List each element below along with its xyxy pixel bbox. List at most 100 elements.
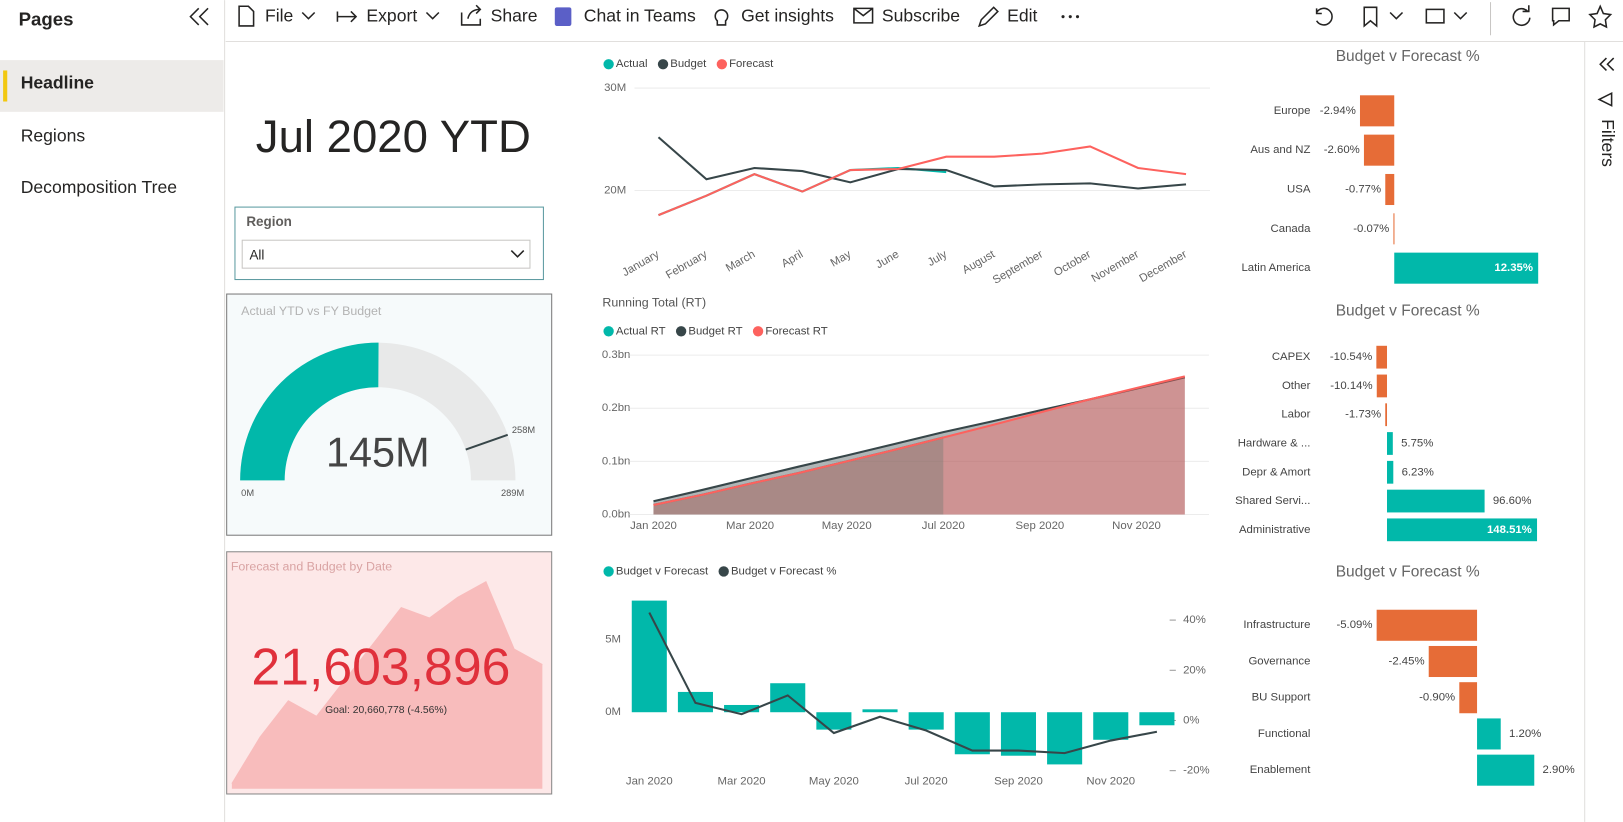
share-icon [460, 4, 482, 26]
more-icon[interactable] [1061, 15, 1080, 19]
area-fill [653, 376, 1185, 515]
view-icon[interactable] [1425, 8, 1445, 24]
bar [1139, 712, 1175, 726]
toolbar-button[interactable]: Get insights [741, 5, 834, 25]
chevron[interactable] [1453, 11, 1468, 20]
area-line [653, 375, 1186, 506]
y2-tick-label: 0% [1183, 714, 1199, 726]
slicer-dropdown[interactable] [241, 239, 531, 269]
category-label: Shared Servi... [1235, 495, 1310, 507]
toolbar-button[interactable]: Export [366, 5, 417, 25]
selected-page-bg [0, 60, 224, 112]
x-tick-label: May 2020 [822, 520, 872, 532]
legend-swatch [603, 326, 614, 337]
y2-tick-label: -20% [1183, 765, 1210, 777]
slicer-value[interactable]: All [249, 247, 264, 262]
y-tick-label: 30M [604, 82, 626, 94]
card-title: Actual YTD vs FY Budget [241, 304, 382, 318]
kpi-value: 21,603,896 [251, 637, 510, 695]
x-tick-label: Jul 2020 [905, 776, 948, 788]
headline: Jul 2020 YTD [256, 111, 531, 162]
toolbar-button[interactable]: Subscribe [882, 5, 960, 25]
y2-tick-label: 20% [1183, 664, 1206, 676]
chevron[interactable] [1389, 11, 1404, 20]
slicer-label: Region [246, 214, 292, 229]
category-label: Labor [1281, 409, 1310, 421]
sidebar: Pages Headline Regions Decomposition Tre… [0, 0, 226, 822]
page-tab[interactable]: Headline [21, 73, 94, 93]
bar [1093, 712, 1129, 740]
legend-label: Actual [616, 58, 648, 70]
gauge-value [240, 342, 379, 481]
chevron[interactable] [425, 11, 440, 20]
value-label: 96.60% [1493, 495, 1532, 507]
line-series [658, 145, 1187, 217]
toolbar-button[interactable]: Edit [1007, 5, 1037, 25]
legend-label: Forecast RT [765, 325, 827, 337]
bookmark-icon[interactable] [1363, 6, 1378, 28]
expand-icon[interactable] [1599, 57, 1615, 72]
sidebar-title: Pages [19, 9, 74, 30]
filters-pane: Filters [1584, 41, 1618, 822]
gauge-target [465, 433, 509, 451]
toolbar-button[interactable]: File [265, 5, 293, 25]
bar [1393, 213, 1395, 245]
bar [770, 683, 806, 713]
card-title: Forecast and Budget by Date [231, 560, 392, 574]
category-label: CAPEX [1272, 351, 1311, 363]
bar [954, 712, 990, 755]
comment-icon[interactable] [1551, 7, 1570, 27]
slicer: Region All [234, 206, 544, 281]
filters-label[interactable]: Filters [1598, 119, 1618, 167]
y-tick-label: 0.1bn [602, 455, 630, 467]
bar [1428, 645, 1478, 678]
favorite-icon[interactable] [1588, 4, 1613, 29]
value-label: -0.07% [1353, 223, 1389, 235]
x-tick-label: Jan 2020 [630, 520, 677, 532]
value-label: 2.90% [1543, 764, 1575, 776]
refresh-icon[interactable] [1512, 5, 1531, 27]
bar [1387, 460, 1394, 484]
legend-label: Forecast [729, 58, 774, 70]
y2-tick-label: 40% [1183, 614, 1206, 626]
bar [862, 709, 898, 713]
chart-title: Budget v Forecast % [1336, 564, 1480, 581]
x-tick-label: Jan 2020 [626, 776, 673, 788]
category-label: Latin America [1241, 262, 1311, 274]
filter-icon[interactable] [1597, 91, 1613, 107]
value-label: 1.20% [1509, 728, 1541, 740]
legend-swatch [752, 326, 764, 337]
value-label: -2.60% [1324, 144, 1360, 156]
bar [816, 712, 852, 730]
teams-icon [554, 7, 572, 26]
page-tab[interactable]: Regions [21, 125, 86, 145]
bar [1459, 682, 1478, 714]
toolbar-bg [225, 0, 1623, 42]
toolbar: File Export Share Chat in Teams Get insi… [225, 0, 1623, 42]
dropdown-chevron[interactable] [510, 250, 525, 258]
legend-swatch [657, 59, 669, 70]
legend-label: Budget [670, 58, 707, 70]
chevron[interactable] [301, 11, 316, 20]
chart-title: Running Total (RT) [602, 296, 706, 310]
bar [1477, 718, 1501, 750]
value-label: -2.45% [1389, 655, 1425, 667]
legend-label: Budget v Forecast % [731, 565, 837, 577]
toolbar-button[interactable]: Share [491, 5, 538, 25]
value-label: 5.75% [1401, 438, 1433, 450]
legend-swatch [603, 59, 614, 70]
line-series [648, 612, 1158, 755]
gauge-card: Actual YTD vs FY Budget 258M 0M 289M 145M [226, 293, 553, 536]
collapse-icon[interactable] [189, 7, 209, 26]
legend-label: Budget v Forecast [616, 565, 709, 577]
y-tick-label: 0.0bn [602, 509, 630, 521]
toolbar-button[interactable]: Chat in Teams [584, 5, 696, 25]
category-label: Hardware & ... [1238, 438, 1311, 450]
area-fill [653, 377, 1185, 515]
value-label: -0.90% [1419, 692, 1455, 704]
edit-icon [977, 6, 999, 28]
undo-icon[interactable] [1315, 7, 1333, 26]
page-tab[interactable]: Decomposition Tree [21, 177, 177, 197]
category-label: Aus and NZ [1250, 144, 1310, 156]
